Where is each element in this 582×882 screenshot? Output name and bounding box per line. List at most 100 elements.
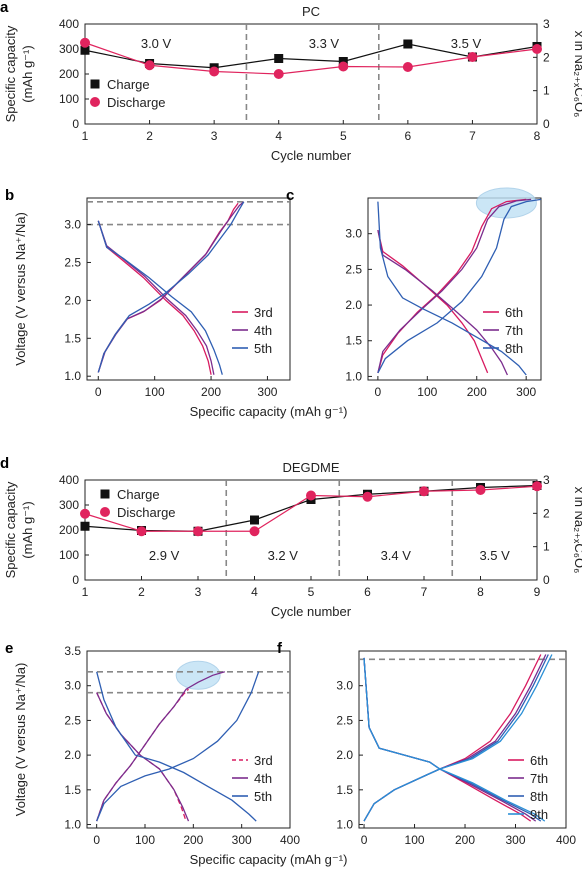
x-tick-label: 400 <box>280 833 300 847</box>
y-tick-label: 2.5 <box>345 262 362 276</box>
x-tick-label: 0 <box>375 385 382 399</box>
legend-marker-charge <box>100 489 110 499</box>
y-tick-label: 300 <box>59 498 79 512</box>
discharge-point <box>136 526 147 537</box>
y-tick-label: 200 <box>59 523 79 537</box>
x-tick-label: 1 <box>82 129 89 143</box>
y-tick-label: 1.0 <box>64 369 81 383</box>
y-tick-label: 2.5 <box>336 713 353 727</box>
x-tick-label: 200 <box>467 385 487 399</box>
legend-label: Discharge <box>107 95 166 110</box>
y-tick-label: 400 <box>59 17 79 31</box>
discharge-point <box>193 526 203 537</box>
curve-7th <box>377 229 508 376</box>
y-axis-label-unit: (mAh g⁻¹) <box>20 45 35 102</box>
x-tick-label: 400 <box>556 833 576 847</box>
curve-7th <box>377 198 532 374</box>
x-tick-label: 7 <box>469 129 476 143</box>
cutoff-voltage-label: 3.5 V <box>479 548 510 563</box>
x-tick-label: 1 <box>82 585 89 599</box>
curve-5th <box>97 220 223 375</box>
y-axis-label: Voltage (V versus Na⁺/Na) <box>13 663 28 817</box>
legend-label: 5th <box>254 789 272 804</box>
x-tick-label: 3 <box>195 585 202 599</box>
legend-label: 9th <box>530 807 548 822</box>
x-axis-label: Cycle number <box>271 604 352 619</box>
x-tick-label: 100 <box>145 385 165 399</box>
y2-tick-label: 1 <box>543 540 550 554</box>
x-tick-label: 4 <box>275 129 282 143</box>
x-tick-label: 300 <box>505 833 525 847</box>
legend-label: 7th <box>530 771 548 786</box>
panel-label-d: d <box>0 455 9 472</box>
y-tick-label: 0 <box>72 117 79 131</box>
discharge-point <box>144 60 155 71</box>
x-tick-label: 7 <box>421 585 428 599</box>
y-tick-label: 100 <box>59 92 79 106</box>
panel-label-f: f <box>277 640 283 657</box>
curve-3rd <box>97 220 212 375</box>
legend-marker-discharge <box>100 507 110 517</box>
discharge-point <box>419 486 429 497</box>
x-tick-label: 0 <box>93 833 100 847</box>
x-tick-label: 8 <box>477 585 484 599</box>
discharge-point <box>402 62 413 72</box>
curve-5th <box>97 201 245 373</box>
y-axis-label: Specific capacity <box>3 481 18 578</box>
curve-4th <box>97 220 215 375</box>
y-tick-label: 0 <box>72 573 79 587</box>
discharge-point <box>532 481 542 492</box>
x-tick-label: 100 <box>135 833 155 847</box>
x-tick-label: 3 <box>211 129 218 143</box>
x-tick-label: 4 <box>251 585 258 599</box>
x-tick-label: 9 <box>534 585 541 599</box>
x-tick-label: 0 <box>95 385 102 399</box>
legend-label: 7th <box>505 323 523 338</box>
x-tick-label: 300 <box>232 833 252 847</box>
curve-8th <box>377 201 527 376</box>
discharge-point <box>306 490 316 501</box>
discharge-point <box>80 508 90 519</box>
y-tick-label: 2.0 <box>345 298 362 312</box>
y-tick-label: 2.5 <box>64 713 81 727</box>
plot-frame-f <box>358 650 567 829</box>
discharge-point <box>338 61 349 72</box>
x-tick-label: 100 <box>417 385 437 399</box>
discharge-point <box>80 37 90 48</box>
cutoff-voltage-label: 3.4 V <box>381 548 412 563</box>
y-tick-label: 3.0 <box>64 218 81 232</box>
y-axis-label-unit: (mAh g⁻¹) <box>20 501 35 558</box>
panel-label-a: a <box>0 0 9 16</box>
curve-4th <box>96 692 190 822</box>
curve-6th <box>363 657 532 822</box>
x-tick-label: 300 <box>516 385 536 399</box>
y-tick-label: 300 <box>59 42 79 56</box>
y2-tick-label: 1 <box>543 84 550 98</box>
discharge-point <box>273 69 284 79</box>
y-tick-label: 200 <box>59 67 79 81</box>
highlight-ellipse <box>475 187 537 219</box>
highlight-ellipse <box>175 660 221 690</box>
y-tick-label: 3.0 <box>64 679 81 693</box>
curve-8th <box>377 198 542 374</box>
legend-label: Charge <box>107 77 150 92</box>
legend-label: 4th <box>254 323 272 338</box>
legend-label: 8th <box>530 789 548 804</box>
panel-label-c: c <box>286 187 294 204</box>
y2-tick-label: 2 <box>543 506 550 520</box>
y-tick-label: 100 <box>59 548 79 562</box>
plot-frame-b <box>86 197 291 381</box>
x-axis-label: Specific capacity (mAh g⁻¹) <box>190 404 348 419</box>
x-axis-label: Cycle number <box>271 148 352 163</box>
x-tick-label: 0 <box>361 833 368 847</box>
panel-title-a: PC <box>302 4 320 19</box>
x-tick-label: 8 <box>534 129 541 143</box>
discharge-point <box>475 485 486 495</box>
discharge-point <box>209 66 220 77</box>
curve-6th <box>377 229 489 374</box>
discharge-point <box>467 52 478 62</box>
curve-9th <box>363 657 546 822</box>
series-line-charge <box>84 43 538 69</box>
legend-label: 5th <box>254 341 272 356</box>
